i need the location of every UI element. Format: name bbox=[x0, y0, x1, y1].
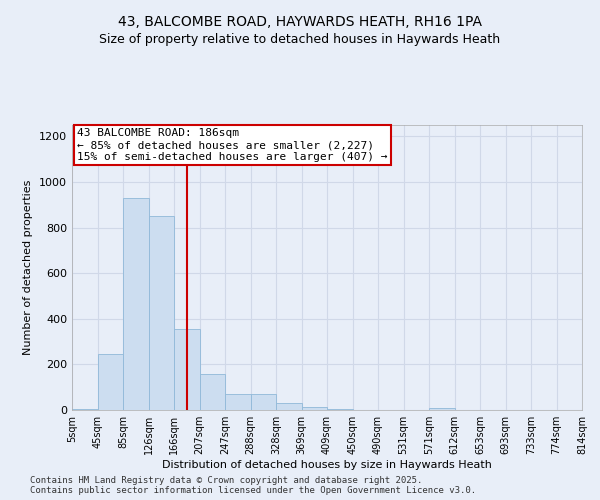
Bar bbox=[327, 409, 353, 410]
Bar bbox=[302, 408, 327, 410]
Bar bbox=[97, 354, 123, 410]
X-axis label: Distribution of detached houses by size in Haywards Heath: Distribution of detached houses by size … bbox=[162, 460, 492, 470]
Bar bbox=[174, 328, 199, 410]
Text: Contains HM Land Registry data © Crown copyright and database right 2025.
Contai: Contains HM Land Registry data © Crown c… bbox=[30, 476, 476, 495]
Bar bbox=[276, 403, 302, 410]
Text: Size of property relative to detached houses in Haywards Heath: Size of property relative to detached ho… bbox=[100, 32, 500, 46]
Bar bbox=[251, 394, 276, 410]
Bar bbox=[429, 408, 455, 410]
Bar bbox=[72, 409, 97, 410]
Bar bbox=[225, 394, 251, 410]
Text: 43, BALCOMBE ROAD, HAYWARDS HEATH, RH16 1PA: 43, BALCOMBE ROAD, HAYWARDS HEATH, RH16 … bbox=[118, 15, 482, 29]
Bar bbox=[199, 374, 225, 410]
Bar bbox=[123, 198, 149, 410]
Bar bbox=[149, 216, 174, 410]
Text: 43 BALCOMBE ROAD: 186sqm
← 85% of detached houses are smaller (2,227)
15% of sem: 43 BALCOMBE ROAD: 186sqm ← 85% of detach… bbox=[77, 128, 388, 162]
Y-axis label: Number of detached properties: Number of detached properties bbox=[23, 180, 34, 355]
